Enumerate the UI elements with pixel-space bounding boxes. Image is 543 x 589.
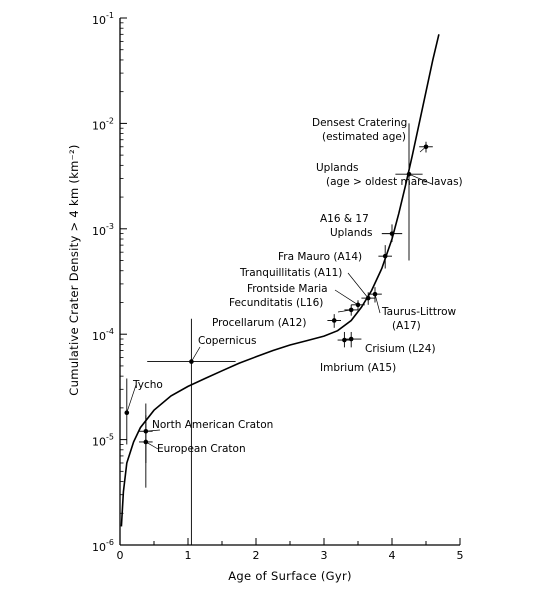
point-marker: [189, 359, 194, 364]
point-marker: [348, 336, 354, 342]
leader-line: [145, 429, 161, 432]
y-tick-exponent: -2: [106, 116, 114, 125]
chart-labels-layer: Tycho North American Craton European Crato…: [126, 117, 463, 455]
y-tick-label: 10-3: [92, 222, 114, 238]
x-tick-label: 0: [117, 549, 124, 562]
y-tick-label: 10-4: [92, 327, 114, 343]
leader-line: [334, 289, 359, 306]
annotation-line: Densest Cratering: [312, 117, 407, 129]
leader-line: [374, 294, 381, 314]
annotation-tranquillitatis: Tranquillitatis (A11): [239, 267, 342, 279]
leader-line: [419, 146, 427, 153]
annotation-a16: A16 & 17 Uplands: [320, 213, 373, 239]
annotation-line: (A17): [392, 320, 421, 332]
y-tick-exponent: -5: [106, 433, 114, 442]
x-tick-label: 3: [321, 549, 328, 562]
point-marker: [355, 302, 361, 308]
point-marker: [331, 318, 337, 323]
annotation-line: Crisium (L24): [365, 343, 436, 355]
data-point: [395, 123, 423, 261]
annotation-framauro: Fra Mauro (A14): [278, 251, 362, 263]
y-tick-base: 10: [92, 14, 106, 27]
annotation-line: Tycho: [132, 379, 163, 391]
annotation-copernicus: Copernicus: [198, 335, 256, 347]
annotation-line: A16 & 17: [320, 213, 369, 225]
y-tick-label: 10-2: [92, 116, 114, 132]
annotation-uplands: Uplands (age > oldest mare lavas): [316, 162, 463, 188]
leader-line: [337, 309, 352, 313]
leader-line: [145, 441, 159, 450]
annotation-line: Frontside Maria: [247, 283, 328, 295]
annotation-line: Taurus-Littrow: [381, 306, 457, 318]
annotation-line: Fra Mauro (A14): [278, 251, 362, 263]
y-tick-label: 10-1: [92, 11, 114, 27]
y-tick-base: 10: [92, 541, 106, 554]
data-point: [124, 378, 130, 445]
y-tick-exponent: -6: [106, 538, 114, 547]
leader-line: [126, 384, 137, 413]
annotation-line: North American Craton: [152, 419, 273, 431]
annotation-line: Imbrium (A15): [320, 362, 396, 374]
annotation-line: Procellarum (A12): [212, 317, 306, 329]
point-marker: [382, 253, 388, 259]
y-tick-base: 10: [92, 330, 106, 343]
annotation-line: Copernicus: [198, 335, 256, 347]
annotation-line: Fecunditatis (L16): [229, 297, 323, 309]
y-tick-exponent: -4: [106, 327, 114, 336]
y-tick-base: 10: [92, 225, 106, 238]
annotation-fecunditatis: Fecunditatis (L16): [229, 297, 323, 309]
annotation-euro: European Craton: [157, 443, 246, 455]
x-tick-label: 4: [389, 549, 396, 562]
data-point: [337, 331, 352, 348]
annotation-line: European Craton: [157, 443, 246, 455]
annotation-crisium: Crisium (L24): [365, 343, 436, 355]
data-point: [327, 314, 341, 328]
annotation-line: Uplands: [316, 162, 359, 174]
annotation-line: Tranquillitatis (A11): [239, 267, 342, 279]
y-tick-exponent: -3: [106, 222, 114, 231]
y-tick-exponent: -1: [106, 11, 114, 20]
annotation-line: Uplands: [330, 227, 373, 239]
annotation-line: (age > oldest mare lavas): [326, 176, 463, 188]
leader-line: [347, 272, 369, 299]
annotation-nac: North American Craton: [152, 419, 273, 431]
point-marker: [342, 337, 347, 343]
chart-ticks: 0 1 2 3 4 510-610-510-410-310-210-1: [92, 11, 463, 562]
annotation-taurus: Taurus-Littrow (A17): [381, 306, 457, 332]
annotation-frontside: Frontside Maria: [247, 283, 328, 295]
y-tick-label: 10-6: [92, 538, 114, 554]
leader-line: [408, 173, 433, 185]
y-tick-label: 10-5: [92, 433, 114, 449]
data-point: [378, 245, 392, 269]
x-tick-label: 2: [253, 549, 260, 562]
y-tick-base: 10: [92, 436, 106, 449]
x-tick-label: 1: [185, 549, 192, 562]
data-point: [147, 318, 236, 545]
point-marker: [389, 231, 395, 236]
annotation-procellarum: Procellarum (A12): [212, 317, 306, 329]
x-tick-label: 5: [457, 549, 464, 562]
data-point: [381, 224, 403, 242]
annotation-line: (estimated age): [322, 131, 406, 143]
leader-line: [191, 346, 201, 362]
y-tick-base: 10: [92, 119, 106, 132]
annotation-tycho: Tycho: [132, 379, 163, 391]
x-axis-title: Age of Surface (Gyr): [228, 569, 352, 583]
annotation-imbrium: Imbrium (A15): [320, 362, 396, 374]
y-axis-title: Cumulative Crater Density > 4 km (km⁻²): [67, 144, 81, 395]
annotation-densest: Densest Cratering (estimated age): [312, 117, 407, 143]
chart-axes: [119, 18, 460, 546]
